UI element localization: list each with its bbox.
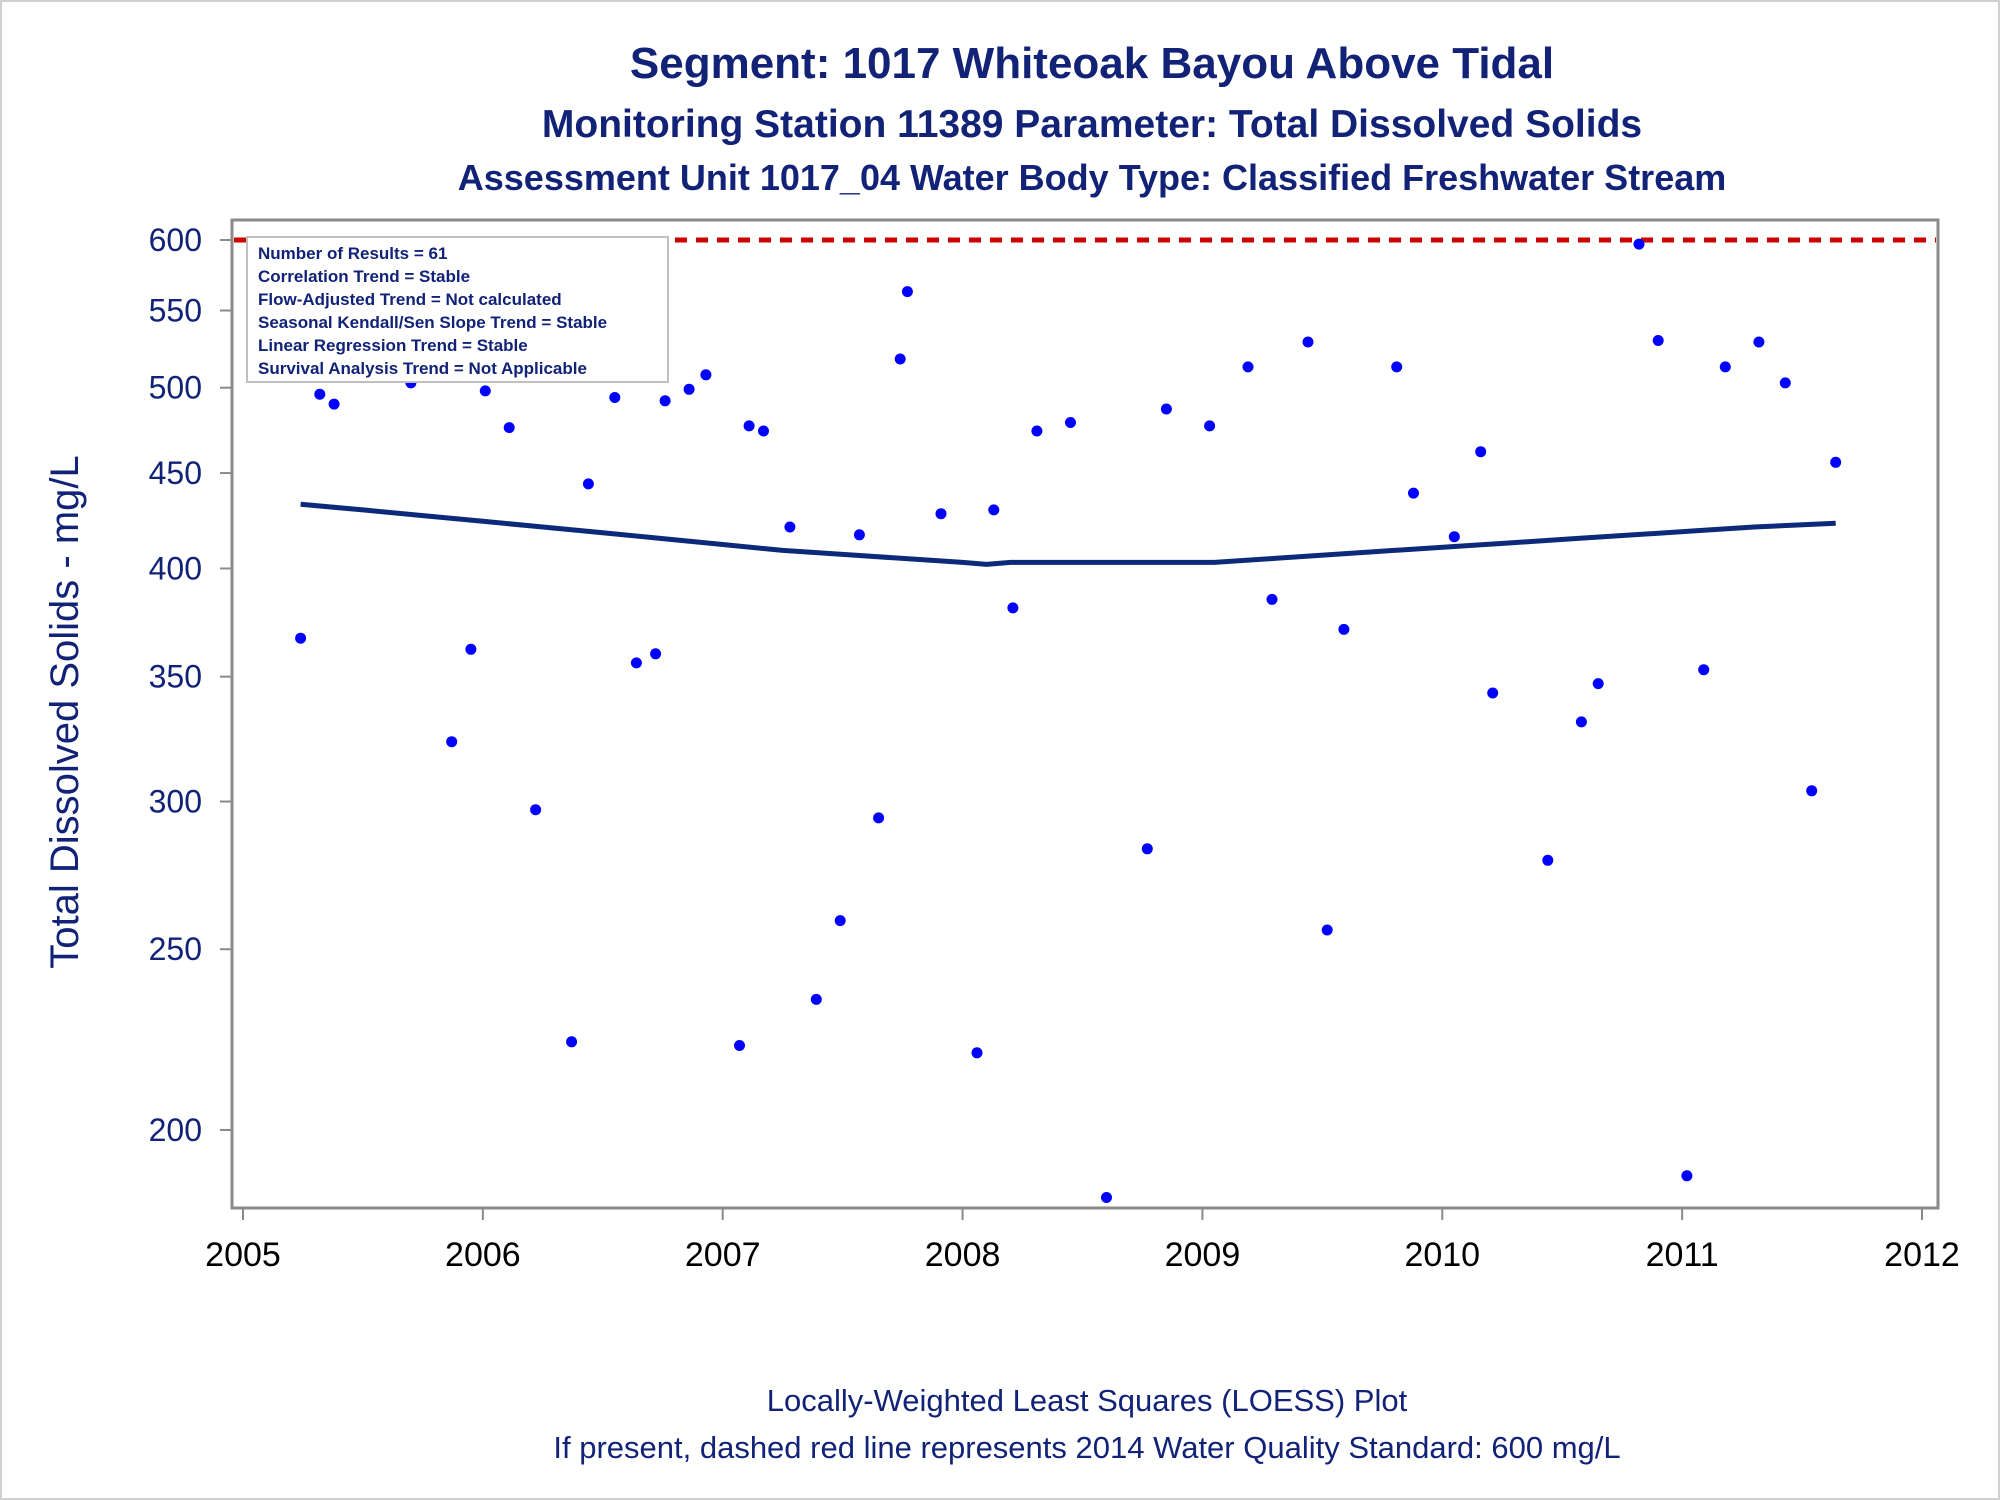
data-point: [1652, 335, 1664, 346]
data-point: [1160, 403, 1172, 415]
data-point: [503, 422, 515, 434]
data-point: [295, 632, 307, 644]
data-point: [758, 425, 769, 437]
x-tick-label: 2012: [1884, 1236, 1960, 1274]
data-point: [1779, 377, 1791, 389]
data-point: [1266, 593, 1278, 605]
data-point: [1007, 602, 1019, 614]
data-point: [1338, 623, 1350, 635]
x-tick-label: 2006: [445, 1236, 521, 1274]
chart-title: Segment: 1017 Whiteoak Bayou Above Tidal: [630, 39, 1554, 88]
data-point: [659, 395, 671, 407]
data-point: [1681, 1170, 1693, 1182]
statistics-box-border: [246, 236, 669, 383]
x-tick-label: 2010: [1404, 1236, 1480, 1274]
data-point: [700, 369, 712, 381]
stat-number-of-results: Number of Results = 61: [258, 244, 447, 263]
data-point: [1031, 425, 1043, 437]
stat-survival-analysis-trend: Survival Analysis Trend = Not Applicable: [258, 359, 587, 378]
data-point: [1204, 420, 1216, 432]
y-tick-label: 200: [149, 1112, 202, 1148]
footnote-loess: Locally-Weighted Least Squares (LOESS) P…: [767, 1383, 1408, 1418]
data-point: [784, 521, 796, 533]
data-point: [1321, 924, 1333, 936]
chart-subtitle-station: Monitoring Station 11389 Parameter: Tota…: [542, 103, 1642, 146]
data-point: [1592, 678, 1604, 690]
data-point: [566, 1036, 578, 1048]
data-point: [734, 1040, 745, 1051]
data-point: [1475, 446, 1487, 458]
data-point: [1302, 336, 1314, 348]
y-tick-label: 250: [149, 931, 202, 967]
data-point: [743, 420, 755, 432]
data-point: [1698, 664, 1710, 676]
y-axis-label: Total Dissolved Solids - mg/L: [43, 455, 87, 969]
data-point: [935, 508, 947, 520]
data-point: [1242, 361, 1254, 373]
y-axis: 200 250 300 350 400 450 500 550 600: [149, 222, 232, 1148]
data-point: [609, 392, 621, 403]
loess-trend-line: [300, 501, 1836, 567]
y-tick-label: 500: [149, 370, 202, 406]
data-point: [971, 1047, 983, 1059]
data-points: [295, 238, 1842, 1203]
data-point: [479, 385, 491, 397]
data-point: [530, 804, 542, 816]
data-point: [1391, 361, 1403, 373]
x-tick-label: 2011: [1646, 1236, 1719, 1274]
data-point: [834, 915, 846, 927]
y-tick-label: 550: [149, 292, 202, 328]
data-point: [683, 383, 695, 395]
chart-subtitle-assessment: Assessment Unit 1017_04 Water Body Type:…: [458, 157, 1727, 198]
data-point: [630, 657, 642, 669]
footnote-standard: If present, dashed red line represents 2…: [553, 1430, 1620, 1465]
data-point: [1408, 487, 1419, 499]
data-point: [1719, 361, 1731, 373]
data-point: [314, 388, 326, 400]
data-point: [1487, 687, 1499, 699]
statistics-box: Number of Results = 61 Correlation Trend…: [246, 236, 669, 383]
data-point: [873, 812, 885, 824]
data-point: [328, 398, 340, 410]
data-point: [853, 529, 865, 541]
data-point: [582, 478, 594, 490]
y-tick-label: 450: [149, 455, 202, 491]
data-point: [1806, 785, 1818, 797]
data-point: [988, 504, 1000, 516]
x-tick-label: 2007: [685, 1236, 761, 1274]
data-point: [1542, 854, 1554, 866]
data-point: [446, 736, 458, 748]
stat-correlation-trend: Correlation Trend = Stable: [258, 267, 470, 286]
x-axis: 2005 2006 2007 2008 2009 2010 2011 2012: [205, 1208, 1960, 1274]
data-point: [1753, 336, 1765, 348]
data-point: [810, 993, 822, 1005]
data-point: [465, 643, 477, 655]
y-tick-label: 600: [149, 222, 202, 258]
x-tick-label: 2005: [205, 1236, 281, 1274]
stat-seasonal-kendall-trend: Seasonal Kendall/Sen Slope Trend = Stabl…: [258, 313, 607, 332]
data-point: [1633, 238, 1645, 250]
data-point: [894, 353, 906, 365]
x-tick-label: 2009: [1165, 1236, 1241, 1274]
stat-flow-adjusted-trend: Flow-Adjusted Trend = Not calculated: [258, 290, 562, 309]
data-point: [1065, 417, 1076, 428]
y-tick-label: 300: [149, 784, 202, 820]
data-point: [1101, 1192, 1112, 1203]
data-point: [650, 648, 662, 660]
data-point: [901, 286, 913, 298]
y-tick-label: 400: [149, 550, 202, 586]
y-tick-label: 350: [149, 659, 202, 695]
x-tick-label: 2008: [925, 1236, 1001, 1274]
stat-linear-regression-trend: Linear Regression Trend = Stable: [258, 336, 528, 355]
data-point: [1448, 531, 1460, 543]
data-point: [1575, 716, 1587, 728]
data-point: [1830, 456, 1842, 468]
plot-area: [230, 218, 1940, 1210]
data-point: [1141, 843, 1153, 855]
